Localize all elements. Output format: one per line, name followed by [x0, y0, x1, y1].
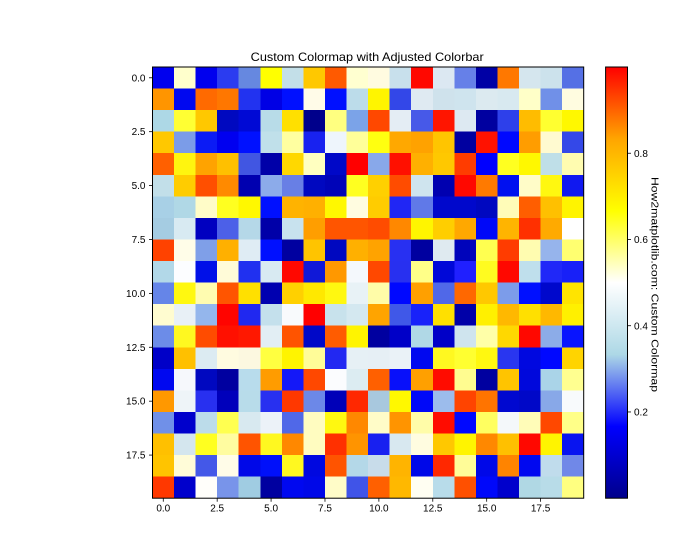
svg-text:0.8: 0.8 — [634, 149, 648, 160]
svg-text:2.5: 2.5 — [132, 127, 146, 138]
svg-text:15.0: 15.0 — [477, 503, 497, 514]
svg-text:7.5: 7.5 — [132, 235, 146, 246]
svg-text:12.5: 12.5 — [423, 503, 443, 514]
svg-text:12.5: 12.5 — [126, 343, 146, 354]
svg-text:How2matplotlib.com: Custom Col: How2matplotlib.com: Custom Colormap — [649, 177, 660, 393]
svg-text:10.0: 10.0 — [126, 289, 146, 300]
svg-text:17.5: 17.5 — [126, 451, 146, 462]
svg-text:5.0: 5.0 — [264, 503, 278, 514]
svg-text:Custom Colormap with Adjusted: Custom Colormap with Adjusted Colorbar — [251, 50, 484, 64]
svg-text:5.0: 5.0 — [132, 181, 146, 192]
svg-text:0.2: 0.2 — [634, 408, 648, 419]
svg-text:17.5: 17.5 — [531, 503, 551, 514]
svg-text:10.0: 10.0 — [369, 503, 389, 514]
svg-text:0.0: 0.0 — [156, 503, 170, 514]
svg-text:0.0: 0.0 — [132, 73, 146, 84]
svg-text:0.4: 0.4 — [634, 321, 648, 332]
svg-text:0.6: 0.6 — [634, 235, 648, 246]
svg-text:7.5: 7.5 — [318, 503, 332, 514]
svg-text:2.5: 2.5 — [210, 503, 224, 514]
svg-text:15.0: 15.0 — [126, 397, 146, 408]
